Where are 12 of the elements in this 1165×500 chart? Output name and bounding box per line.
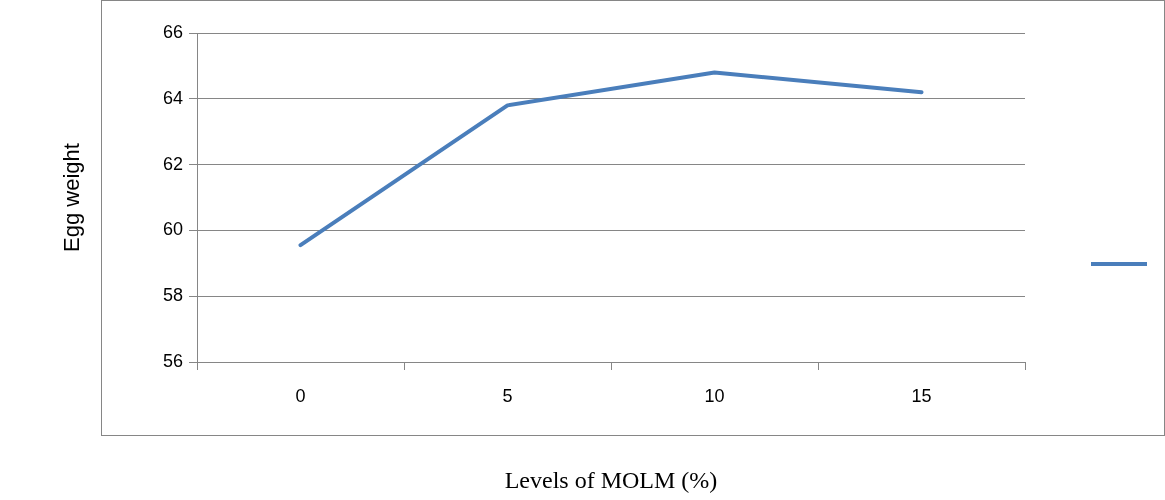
y-tick-label: 58 <box>162 285 183 306</box>
y-tick-label: 62 <box>162 153 183 174</box>
x-tick-label: 10 <box>704 385 725 406</box>
y-axis-title: Egg weight <box>59 143 85 252</box>
x-axis-title: Levels of MOLM (%) <box>504 466 718 493</box>
x-tick-label: 5 <box>502 385 513 406</box>
x-tick-label: 0 <box>295 385 306 406</box>
y-tick-label: 64 <box>162 87 183 108</box>
x-tick-label: 15 <box>911 385 932 406</box>
y-tick-label: 60 <box>162 219 183 240</box>
y-tick-label: 66 <box>162 21 183 42</box>
y-tick-label: 56 <box>162 350 183 371</box>
